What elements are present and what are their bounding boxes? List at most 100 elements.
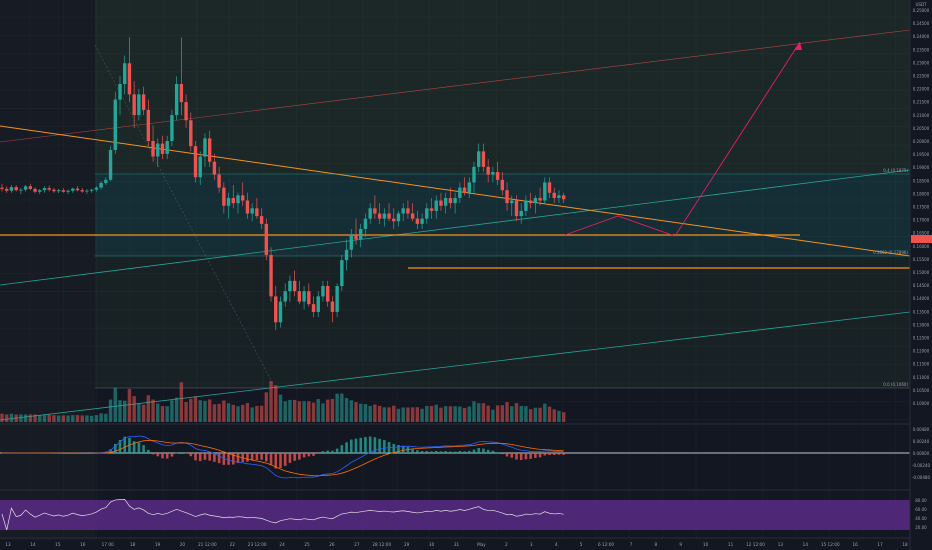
rsi-tick-label: 80.00 <box>915 498 927 503</box>
candle-body <box>406 208 410 214</box>
volume-bar <box>123 400 127 422</box>
volume-bar <box>207 399 212 422</box>
current-price-tag[interactable] <box>911 235 932 243</box>
volume-bar <box>401 407 405 422</box>
volume-bar <box>406 407 410 422</box>
macd-histogram-bar <box>491 450 495 453</box>
volume-bar <box>538 407 542 422</box>
candle-body <box>330 301 335 312</box>
price-tick-label: 0.14000 <box>913 296 930 301</box>
volume-bar <box>557 410 561 422</box>
macd-histogram-bar <box>467 450 471 453</box>
volume-bar <box>231 404 235 422</box>
candle-body <box>203 138 207 157</box>
volume-bar <box>439 407 443 422</box>
macd-histogram-bar <box>401 445 405 453</box>
rsi-axis: 80.00 60.00 40.00 20.00 <box>915 498 927 530</box>
date-tick-label: 15 <box>55 542 61 547</box>
macd-histogram-bar <box>482 448 485 453</box>
volume-bar <box>495 405 500 422</box>
volume-bar <box>561 412 566 422</box>
volume-bar <box>94 415 99 422</box>
macd-histogram-bar <box>180 452 183 453</box>
candle-body <box>255 208 259 217</box>
candle-body <box>274 296 278 323</box>
candle-body <box>288 280 292 292</box>
volume-bar <box>325 399 330 422</box>
candle-body <box>212 161 217 175</box>
macd-axis: 0.00480 0.00240 0.00000 -0.00240 -0.00480 <box>912 427 930 480</box>
price-tick-label: 0.17500 <box>913 205 930 210</box>
macd-histogram-bar <box>113 443 117 453</box>
price-tick-label: 0.13500 <box>913 309 930 314</box>
currency-label: USDT <box>916 2 928 7</box>
price-axis[interactable]: 0.25000 0.24500 0.24000 0.23500 0.23000 0.225… <box>913 8 930 406</box>
volume-bar <box>477 403 481 422</box>
candle-body <box>118 84 122 100</box>
macd-histogram-bar <box>340 445 344 453</box>
volume-bar <box>85 415 89 422</box>
candle-body <box>401 208 405 214</box>
volume-bar <box>189 398 193 422</box>
volume-bar <box>71 415 75 422</box>
candle-body <box>349 234 353 250</box>
candle-body <box>132 94 136 116</box>
volume-bar <box>387 407 391 422</box>
candle-body <box>354 234 358 240</box>
date-tick-label: 27 <box>354 542 360 547</box>
candle-body <box>146 109 151 141</box>
date-axis[interactable]: 13 14 15 16 17 00 18 19 20 21 12:00 22 23 12:00 24 2… <box>5 542 908 547</box>
candle-body <box>38 190 42 192</box>
volume-bar <box>330 398 335 422</box>
date-tick-label: 26 <box>329 542 335 547</box>
volume-bar <box>127 388 132 422</box>
volume-bar <box>264 392 269 422</box>
candle-body <box>514 200 519 217</box>
macd-tick-label: 0.00000 <box>913 451 930 456</box>
volume-bar <box>156 403 160 422</box>
candle-body <box>420 218 424 224</box>
candle-body <box>491 172 495 175</box>
candle-body <box>52 189 56 192</box>
candle-body <box>28 186 33 189</box>
volume-bar <box>118 400 122 422</box>
candle-body <box>311 304 316 312</box>
volume-bar <box>377 405 382 422</box>
volume-bar <box>170 400 174 422</box>
candle-body <box>561 195 566 200</box>
date-tick-label: 16 <box>852 542 858 547</box>
volume-bar <box>151 399 155 422</box>
macd-histogram-bar <box>184 453 188 454</box>
volume-bar <box>486 405 490 422</box>
price-tick-label: 0.21500 <box>913 100 930 105</box>
macd-histogram-bar <box>411 448 414 453</box>
price-tick-label: 0.11000 <box>913 375 930 380</box>
volume-bar <box>311 402 316 422</box>
volume-bar <box>184 402 188 422</box>
volume-bar <box>104 413 108 422</box>
candle-body <box>373 208 377 214</box>
volume-bar <box>193 396 198 422</box>
volume-bar <box>396 408 401 422</box>
candle-body <box>321 286 325 297</box>
volume-bar <box>146 395 151 422</box>
volume-bar <box>368 405 372 422</box>
volume-bar <box>340 393 344 422</box>
candle-body <box>458 187 462 198</box>
candle-body <box>56 190 61 192</box>
candle-body <box>477 151 481 167</box>
volume-bar <box>222 400 226 422</box>
price-tick-label: 0.19500 <box>913 152 930 157</box>
candle-body <box>528 200 533 204</box>
candle-body <box>66 190 70 192</box>
macd-histogram-bar <box>128 437 131 453</box>
candle-body <box>505 190 509 204</box>
candle-body <box>170 115 174 141</box>
macd-histogram-bar <box>265 453 268 462</box>
volume-bar <box>462 407 467 422</box>
volume-bar <box>165 406 169 422</box>
price-tick-label: 0.10500 <box>913 388 930 393</box>
macd-histogram-bar <box>420 451 424 453</box>
candle-body <box>123 63 127 84</box>
